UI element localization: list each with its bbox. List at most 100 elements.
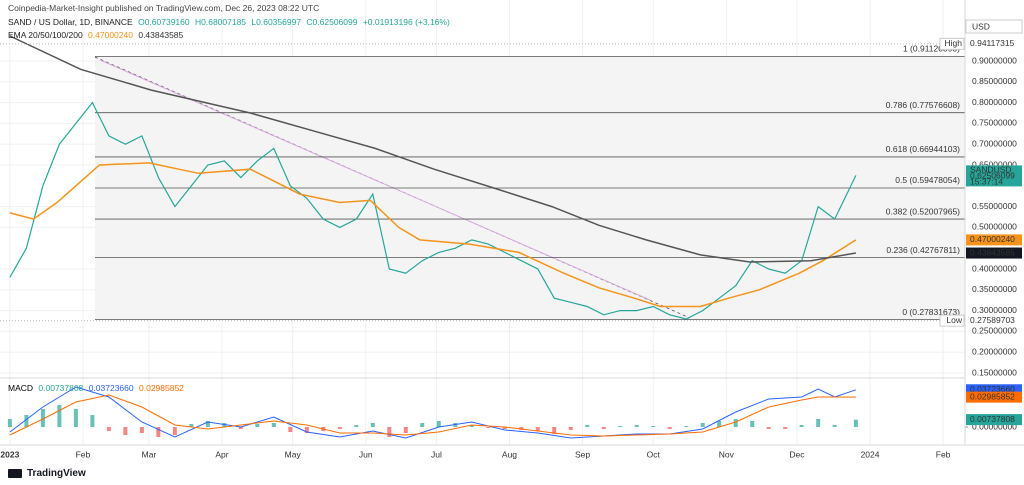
histogram-bar (403, 427, 408, 433)
x-tick-label: Apr (215, 449, 228, 459)
price-badge (966, 165, 1022, 187)
histogram-bar (354, 425, 359, 427)
x-tick-label: Jun (359, 449, 373, 459)
ema-label: EMA 20/50/100/200 (8, 30, 83, 40)
plot: 2023 Feb Mar Apr May Jun Jul Aug Sep Oct Nov Dec 202… (0, 35, 1022, 459)
y-tick-label: 0.55000000 (972, 201, 1017, 211)
y-tick-label: 0.25000000 (972, 326, 1017, 336)
price-badge (966, 384, 1022, 396)
histogram-bar (733, 419, 738, 427)
symbol: SAND / US Dollar, 1D, BINANCE (8, 17, 133, 27)
y-tick-label: 0.20000000 (972, 346, 1017, 356)
histogram-bar (205, 421, 210, 427)
histogram-bar (189, 424, 194, 427)
y-tick-label: 0.90000000 (972, 55, 1017, 65)
publisher: Coinpedia-Market-Insight published on Tr… (8, 3, 320, 13)
histogram-bar (568, 427, 573, 430)
badge-value: 0.00737808 (970, 414, 1015, 424)
histogram-bar (40, 409, 45, 427)
change: +0.01913196 (+3.16%) (362, 17, 450, 27)
macd-legend: MACD 0.00737808 0.03723660 0.02985852 (8, 383, 187, 393)
badge-timer: 15:37:14 (970, 177, 1003, 187)
histogram-bar (387, 427, 392, 437)
badge-tag: High (945, 38, 963, 48)
y-tick-label: 0.35000000 (972, 284, 1017, 294)
fib-label: 0.618 (0.66944103) (886, 144, 960, 154)
x-tick-label: Mar (142, 449, 157, 459)
badge-value: 0.03723660 (970, 384, 1015, 394)
series-line (9, 162, 857, 308)
x-tick-label: Feb (76, 449, 91, 459)
histogram-bar (469, 425, 474, 427)
histogram-bar (717, 421, 722, 427)
currency-box (965, 19, 1023, 34)
histogram-bar (684, 426, 689, 427)
x-tick-label: Feb (936, 449, 951, 459)
x-tick-label: 2023 (0, 449, 19, 459)
badge-tag: SANDUSD (970, 165, 1012, 175)
x-tick-label: Oct (647, 449, 661, 459)
histogram-bar (370, 423, 375, 427)
histogram-bar (304, 427, 309, 433)
histogram-bar (651, 426, 656, 427)
badge-value: 0.27589703 (970, 315, 1015, 325)
x-tick-label: Dec (789, 449, 805, 459)
x-tick-label: Aug (502, 449, 517, 459)
histogram-bar (7, 419, 12, 427)
symbol-line: SAND / US Dollar, 1D, BINANCE O0.6073916… (8, 17, 453, 27)
badge-tag: Low (946, 315, 962, 325)
macd-line (9, 386, 857, 439)
x-tick-label: Jul (431, 449, 442, 459)
histogram-bar (618, 426, 623, 427)
fib-label: 0.236 (0.42767811) (886, 245, 960, 255)
histogram-bar (73, 409, 78, 427)
logo (8, 469, 22, 478)
histogram-bar (634, 425, 639, 427)
ohlc: H0.68007185 (194, 17, 247, 27)
ohlc: C0.62506099 (306, 17, 358, 27)
histogram-bar (799, 425, 804, 427)
histogram-bar (337, 427, 342, 429)
histogram-bar (601, 427, 606, 429)
histogram-bar (271, 423, 276, 427)
price-badge (966, 391, 1022, 403)
price-badge (966, 234, 1022, 246)
histogram-bar (57, 405, 62, 427)
series-line (9, 101, 857, 320)
histogram-bar (123, 427, 128, 435)
badge-value: 0.47000240 (970, 234, 1015, 244)
currency: USD (972, 21, 990, 31)
y-tick-label: 0.00000000 (972, 421, 1017, 431)
price-badge (966, 414, 1022, 426)
histogram-bar (420, 423, 425, 427)
x-tick-label: Nov (719, 449, 735, 459)
ohlc: O0.60739160 (138, 17, 190, 27)
price-badge (966, 38, 1022, 50)
histogram-bar (238, 427, 243, 429)
histogram-bar (139, 427, 144, 433)
signal-line (9, 394, 856, 437)
y-tick-label: 0.70000000 (972, 138, 1017, 148)
histogram-bar (766, 427, 771, 429)
histogram-bar (552, 427, 557, 434)
histogram-bar (750, 421, 755, 427)
y-tick-label: 0.40000000 (972, 263, 1017, 273)
macd-title: MACD (8, 383, 34, 393)
tag-box (939, 314, 965, 327)
histogram-bar (106, 427, 111, 431)
badge-value: 0.62506099 (970, 171, 1015, 181)
y-tick-label: 0.15000000 (972, 367, 1017, 377)
histogram-bar (288, 427, 293, 432)
macd-value: 0.03723660 (88, 383, 134, 393)
histogram-bar (90, 415, 95, 427)
y-tick-label: 0.75000000 (972, 118, 1017, 128)
histogram-bar (24, 415, 29, 427)
histogram-bar (816, 419, 821, 427)
histogram-bar (156, 427, 161, 437)
histogram-bar (832, 425, 837, 427)
x-tick-label: May (285, 449, 302, 459)
histogram-bar (783, 427, 788, 429)
y-tick-label: 0.30000000 (972, 305, 1017, 315)
